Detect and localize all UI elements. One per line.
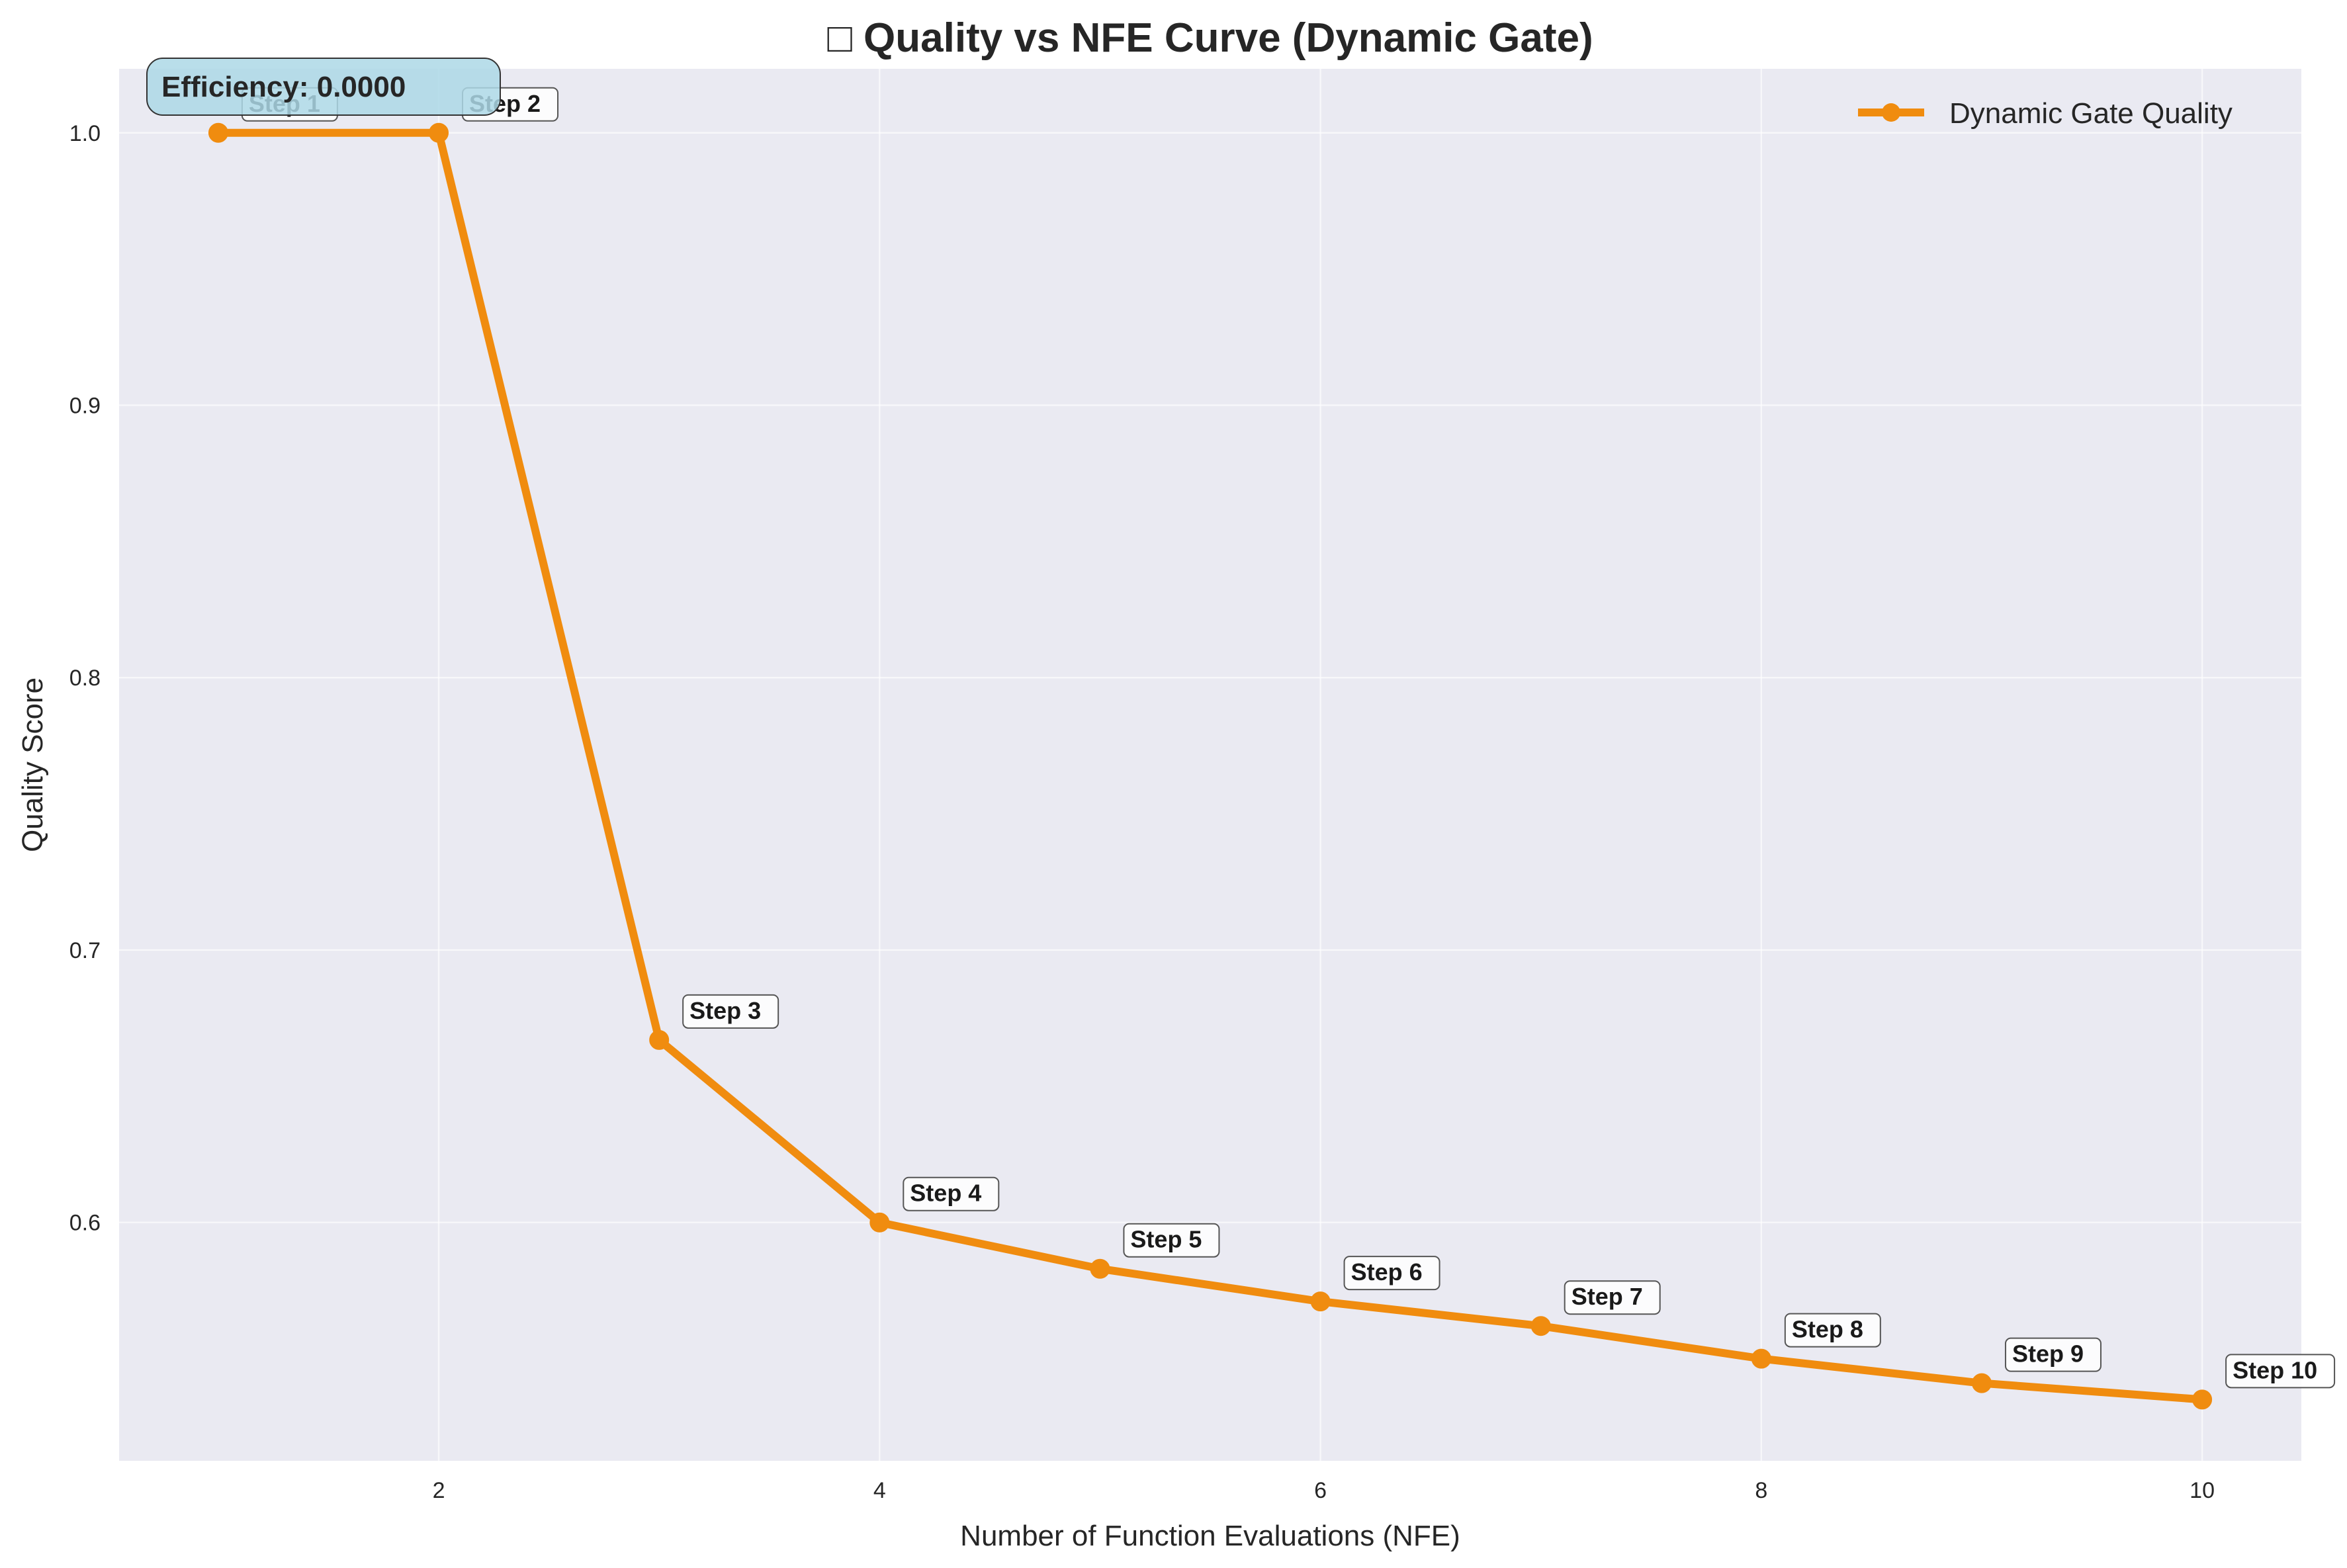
annotation-label: Step 9: [2012, 1340, 2084, 1368]
annotation-label: Step 6: [1351, 1258, 1423, 1285]
annotation-label: Step 3: [689, 997, 761, 1024]
y-tick-label: 0.9: [69, 394, 101, 419]
y-tick-label: 0.8: [69, 666, 101, 691]
data-point: [1751, 1348, 1771, 1369]
annotation-box: [2004, 1337, 2102, 1372]
data-point: [869, 1212, 890, 1233]
y-tick-label: 0.6: [69, 1211, 101, 1236]
data-point: [1530, 1316, 1551, 1336]
annotation-box: [1784, 1313, 1881, 1348]
step-annotation: Step 8: [1784, 1313, 1881, 1348]
y-tick-label: 1.0: [69, 121, 101, 146]
step-annotation: Step 9: [2004, 1337, 2102, 1372]
x-tick-label: 8: [1755, 1478, 1767, 1503]
series-layer: [208, 122, 2213, 1410]
legend-label: Dynamic Gate Quality: [1949, 97, 2233, 130]
annotation-box: [1123, 1223, 1220, 1258]
step-annotation: Step 10: [2225, 1354, 2336, 1389]
series-line: [214, 128, 2207, 1404]
grid-lines: [119, 69, 2301, 1461]
step-annotation: Step 7: [1564, 1280, 1661, 1315]
step-annotation: Step 6: [1343, 1256, 1440, 1291]
annotation-box: [682, 994, 779, 1029]
y-axis-label: Quality Score: [17, 677, 49, 852]
annotation-box: [1564, 1280, 1661, 1315]
annotation-box: [1343, 1256, 1440, 1291]
annotation-box: [903, 1176, 1000, 1211]
annotation-label: Step 4: [910, 1180, 981, 1207]
step-annotation: Step 4: [903, 1176, 1000, 1211]
data-point: [1971, 1373, 1992, 1393]
x-tick-label: 4: [873, 1478, 886, 1503]
chart-title: □ Quality vs NFE Curve (Dynamic Gate): [827, 15, 1593, 61]
annotation-box: [2225, 1354, 2336, 1389]
annotation-label: Step 10: [2233, 1356, 2317, 1383]
efficiency-box-background: [146, 58, 501, 116]
x-tick-label: 6: [1314, 1478, 1327, 1503]
step-annotation: Step 3: [682, 994, 779, 1029]
annotation-label: Step 5: [1130, 1226, 1202, 1253]
x-axis-label: Number of Function Evaluations (NFE): [960, 1520, 1460, 1552]
legend: Dynamic Gate Quality: [1858, 97, 2233, 130]
data-point: [2192, 1389, 2213, 1410]
data-point: [1090, 1258, 1110, 1279]
x-tick-label: 10: [2190, 1478, 2215, 1503]
x-tick-label: 2: [433, 1478, 445, 1503]
efficiency-box: Efficiency: 0.0000: [146, 58, 501, 116]
y-tick-label: 0.7: [69, 938, 101, 963]
legend-marker-swatch: [1882, 103, 1900, 122]
data-point: [1310, 1291, 1331, 1312]
data-point: [429, 122, 449, 143]
annotation-label: Step 8: [1792, 1316, 1863, 1343]
axis-ticks: 2 4 6 8 10 0.6 0.7 0.8 0.9 1.0: [69, 121, 2215, 1503]
data-point: [649, 1029, 670, 1050]
data-point: [208, 122, 228, 143]
step-annotation: Step 5: [1123, 1223, 1220, 1258]
annotation-label: Step 7: [1572, 1283, 1643, 1310]
efficiency-label: Efficiency: 0.0000: [161, 71, 406, 103]
